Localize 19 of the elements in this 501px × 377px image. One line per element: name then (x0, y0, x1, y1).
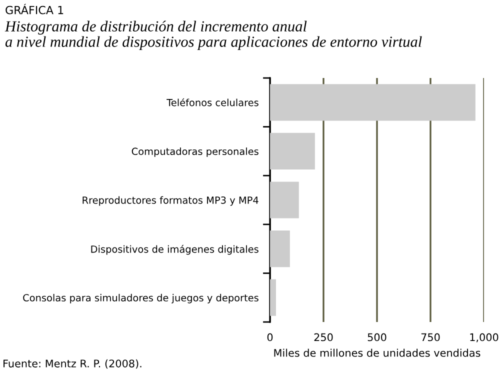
bar (270, 132, 315, 170)
x-tick-label: 1,000 (470, 333, 498, 342)
bar (270, 230, 290, 268)
bar (270, 84, 476, 121)
x-tick-label: 250 (314, 333, 333, 342)
text: GRÁFICA 1 (6, 4, 64, 14)
bar (270, 279, 276, 316)
y-tick-label: Computadoras personales (132, 148, 258, 157)
x-axis-title: Miles de millones de unidades vendidas (274, 348, 480, 357)
x-tick-label: 750 (421, 333, 440, 342)
x-tick-label: 500 (368, 333, 386, 342)
bar (270, 182, 299, 218)
y-tick-label: Teléfonos celulares (166, 98, 258, 106)
source-note: Fuente: Mentz R. P. (2008). (4, 359, 142, 369)
y-tick-label: Dispositivos de imágenes digitales (91, 244, 258, 255)
x-tick-label: 0 (267, 333, 273, 342)
chart-subtitle: Histograma de distribución del incremento anual a nivel mundial de dispositivos para aplicaciones de entorno virtual (4, 20, 422, 50)
y-tick-label: Consolas para simuladores de juegos y deportes (23, 294, 258, 304)
y-tick-label: Rreproductores formatos MP3 y MP4 (82, 196, 258, 206)
